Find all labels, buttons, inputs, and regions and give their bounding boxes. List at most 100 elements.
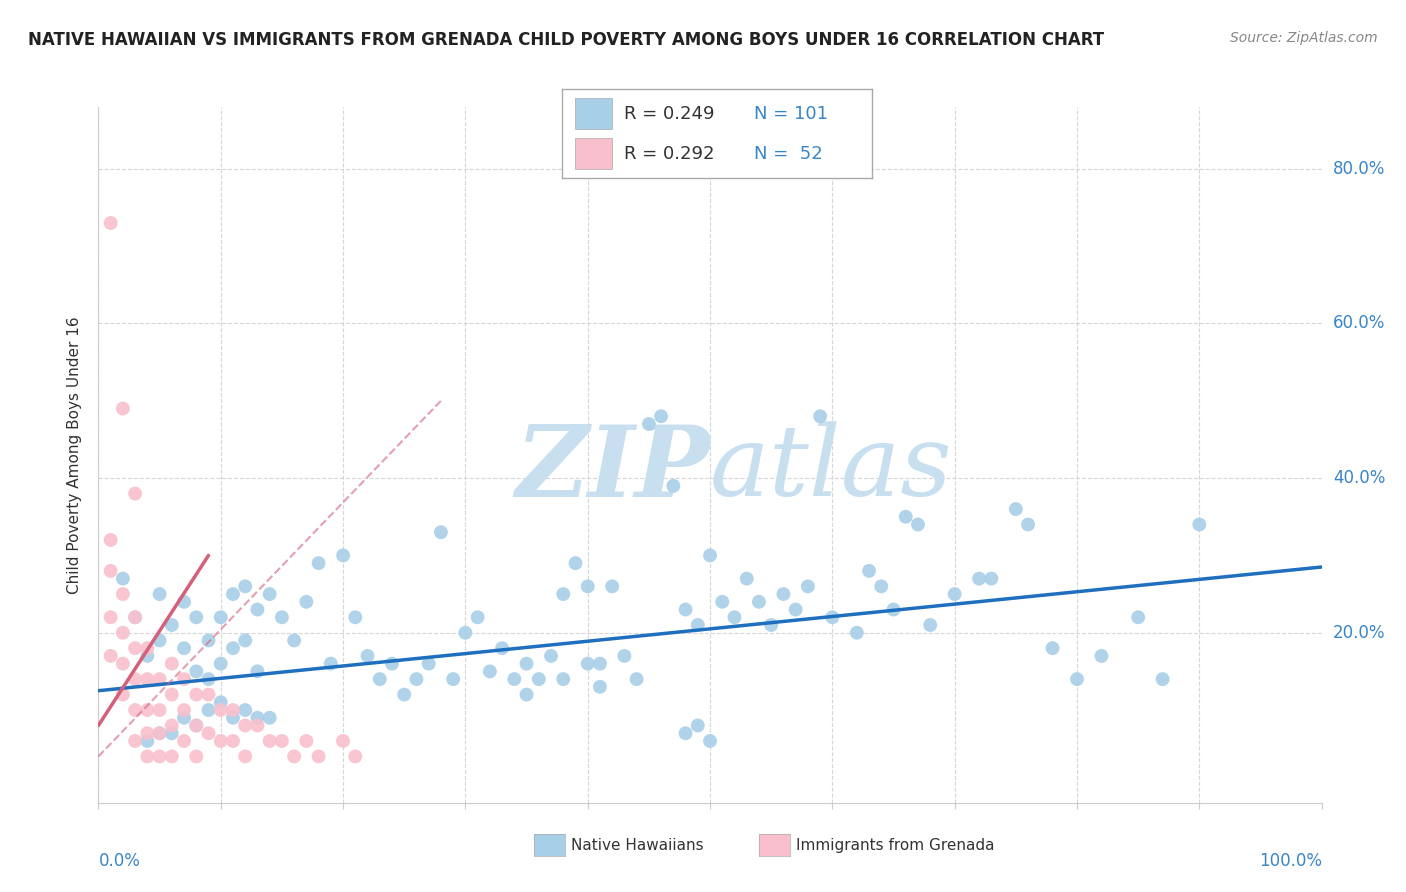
Point (186, 688, 208, 702)
Point (761, 618, 783, 632)
Point (699, 549, 721, 563)
Point (308, 749, 330, 764)
Point (553, 587, 575, 601)
Point (124, 641, 146, 656)
Text: ZIP: ZIP (515, 421, 710, 517)
Point (319, 657, 342, 671)
Point (209, 734, 232, 748)
Point (980, 572, 1002, 586)
Point (197, 672, 219, 686)
Point (845, 625, 868, 640)
Point (368, 672, 391, 686)
Point (124, 734, 146, 748)
Point (149, 633, 172, 648)
Point (209, 703, 232, 717)
Point (259, 587, 281, 601)
Point (589, 680, 612, 694)
Point (785, 602, 807, 616)
Text: NATIVE HAWAIIAN VS IMMIGRANTS FROM GRENADA CHILD POVERTY AMONG BOYS UNDER 16 COR: NATIVE HAWAIIAN VS IMMIGRANTS FROM GRENA… (28, 31, 1104, 49)
Point (1004, 502, 1026, 516)
Point (197, 688, 219, 702)
Text: Source: ZipAtlas.com: Source: ZipAtlas.com (1230, 31, 1378, 45)
Point (246, 718, 269, 732)
Point (564, 556, 586, 570)
Point (100, 216, 122, 230)
Point (797, 579, 820, 593)
Point (186, 610, 208, 624)
Point (100, 564, 122, 578)
Point (233, 633, 256, 648)
Point (160, 749, 183, 764)
Point (283, 633, 305, 648)
Point (149, 703, 172, 717)
Point (149, 587, 172, 601)
Text: 60.0%: 60.0% (1333, 315, 1385, 333)
Y-axis label: Child Poverty Among Boys Under 16: Child Poverty Among Boys Under 16 (67, 316, 83, 594)
Point (186, 718, 208, 732)
Point (576, 579, 599, 593)
Point (723, 610, 745, 624)
Point (454, 625, 477, 640)
Point (675, 726, 697, 740)
Point (233, 703, 256, 717)
Point (1152, 672, 1174, 686)
Point (124, 703, 146, 717)
Point (124, 486, 146, 500)
Point (111, 587, 134, 601)
Point (870, 579, 893, 593)
Point (540, 648, 562, 663)
Point (381, 657, 404, 671)
Point (124, 610, 146, 624)
Point (222, 703, 245, 717)
Point (233, 718, 256, 732)
Point (173, 641, 195, 656)
Point (149, 726, 172, 740)
Point (772, 587, 794, 601)
Point (1042, 641, 1064, 656)
Point (233, 749, 256, 764)
Text: 20.0%: 20.0% (1333, 624, 1385, 641)
Point (894, 509, 917, 524)
Point (124, 610, 146, 624)
Point (295, 734, 318, 748)
Point (637, 417, 661, 431)
Point (149, 726, 172, 740)
Point (111, 572, 134, 586)
Point (173, 672, 195, 686)
Text: 100.0%: 100.0% (1258, 852, 1322, 870)
Point (111, 688, 134, 702)
Point (100, 610, 122, 624)
Point (160, 718, 183, 732)
Point (821, 610, 844, 624)
Point (295, 595, 318, 609)
Point (808, 409, 831, 424)
Point (222, 641, 245, 656)
Point (209, 695, 232, 709)
Point (1017, 517, 1039, 532)
Point (515, 688, 537, 702)
Text: Native Hawaiians: Native Hawaiians (571, 838, 703, 853)
Point (270, 734, 294, 748)
Point (467, 610, 489, 624)
Text: atlas: atlas (710, 421, 953, 516)
Point (160, 726, 183, 740)
Point (136, 726, 159, 740)
Point (356, 648, 378, 663)
Point (149, 749, 172, 764)
Point (270, 610, 294, 624)
Point (222, 711, 245, 725)
Point (259, 711, 281, 725)
Point (503, 672, 526, 686)
Point (332, 549, 354, 563)
Point (197, 726, 219, 740)
Point (111, 401, 134, 416)
Text: R = 0.292: R = 0.292 (624, 145, 714, 163)
Point (124, 672, 146, 686)
Point (283, 749, 305, 764)
Point (259, 734, 281, 748)
Point (186, 718, 208, 732)
Point (160, 688, 183, 702)
Point (589, 657, 612, 671)
Text: 0.0%: 0.0% (98, 852, 141, 870)
Point (626, 672, 648, 686)
